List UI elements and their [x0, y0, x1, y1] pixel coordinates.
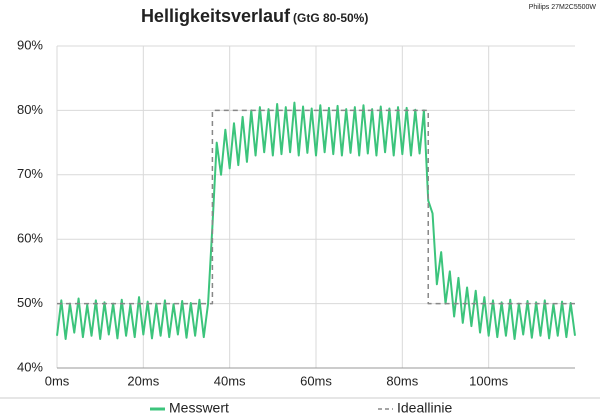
- y-tick-label: 60%: [17, 231, 43, 246]
- x-tick-label: 100ms: [469, 373, 509, 388]
- x-tick-label: 80ms: [386, 373, 418, 388]
- chart-subtitle: (GtG 80-50%): [293, 11, 368, 25]
- legend-label: Messwert: [169, 400, 229, 416]
- y-tick-label: 70%: [17, 166, 43, 181]
- x-tick-label: 40ms: [214, 373, 246, 388]
- measured-line: [56, 101, 576, 341]
- x-tick-label: 60ms: [300, 373, 332, 388]
- y-tick-label: 90%: [17, 37, 43, 52]
- y-tick-label: 40%: [17, 359, 43, 374]
- ideal-line: [57, 109, 575, 305]
- x-tick-label: 0ms: [45, 373, 70, 388]
- legend-label: Ideallinie: [397, 400, 452, 416]
- y-tick-label: 80%: [17, 102, 43, 117]
- device-annotation: Philips 27M2C5500W: [529, 4, 597, 11]
- x-tick-label: 20ms: [127, 373, 159, 388]
- y-tick-label: 50%: [17, 295, 43, 310]
- chart-title: Helligkeitsverlauf: [141, 6, 291, 26]
